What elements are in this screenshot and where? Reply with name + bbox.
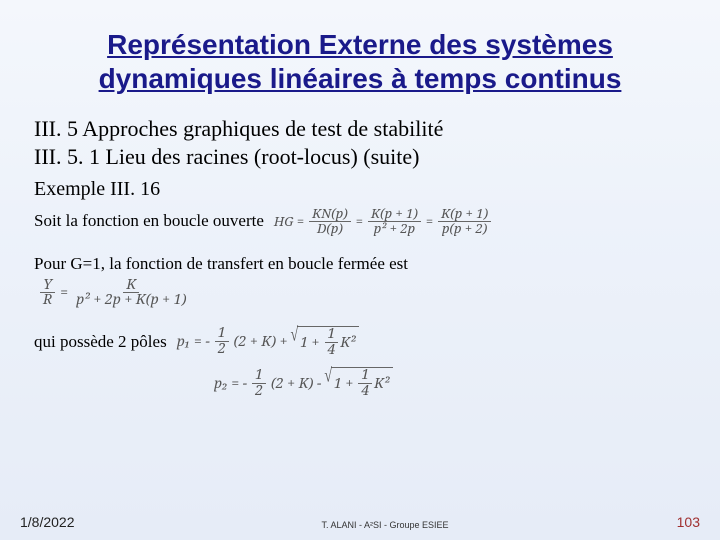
- closed-loop-text: Pour G=1, la fonction de transfert en bo…: [34, 254, 690, 274]
- section-heading: III. 5 Approches graphiques de test de s…: [34, 116, 690, 142]
- hg-lhs: HG =: [274, 212, 304, 230]
- slide-title: Représentation Externe des systèmes dyna…: [0, 0, 720, 106]
- poles-text: qui possède 2 pôles: [34, 332, 167, 352]
- footer-attribution: T. ALANI - A²SI - Groupe ESIEE: [110, 520, 660, 530]
- page-number: 103: [660, 514, 700, 530]
- open-loop-text: Soit la fonction en boucle ouverte: [34, 211, 264, 231]
- sqrt-icon: √ 1 + 14 K²: [324, 367, 392, 398]
- hg-formula: HG = KN(p)D(p) = K(p + 1)p² + 2p = K(p +…: [274, 207, 493, 235]
- sqrt-icon: √ 1 + 14 K²: [291, 326, 359, 357]
- slide-footer: 1/8/2022 T. ALANI - A²SI - Groupe ESIEE …: [0, 514, 720, 530]
- example-label: Exemple III. 16: [34, 178, 690, 201]
- slide-body: III. 5 Approches graphiques de test de s…: [0, 106, 720, 398]
- subsection-heading: III. 5. 1 Lieu des racines (root-locus) …: [34, 144, 690, 170]
- poles-row: qui possède 2 pôles p₁ = − 12 (2 + K) + …: [34, 326, 690, 357]
- p1-formula: p₁ = − 12 (2 + K) + √ 1 + 14 K²: [177, 326, 359, 357]
- footer-date: 1/8/2022: [20, 514, 110, 530]
- p2-formula: p₂ = − 12 (2 + K) − √ 1 + 14 K²: [214, 367, 393, 398]
- open-loop-row: Soit la fonction en boucle ouverte HG = …: [34, 207, 690, 235]
- yr-formula: YR = Kp² + 2p + K(p + 1): [38, 278, 191, 308]
